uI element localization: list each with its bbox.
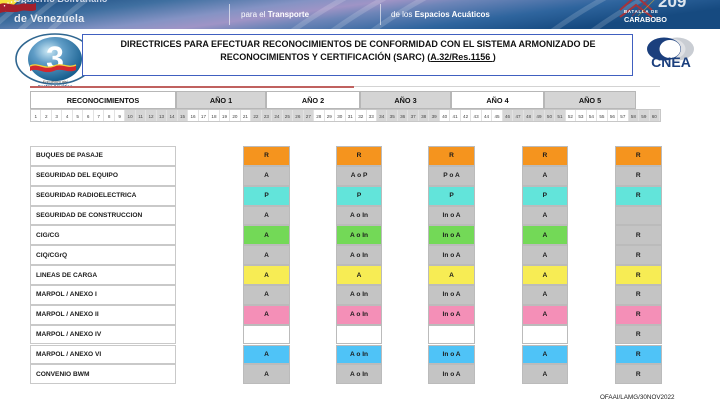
svg-text:BATALLA DE: BATALLA DE	[624, 9, 659, 14]
svg-text:CARABOBO: CARABOBO	[624, 15, 667, 24]
svg-text:209: 209	[658, 0, 686, 11]
